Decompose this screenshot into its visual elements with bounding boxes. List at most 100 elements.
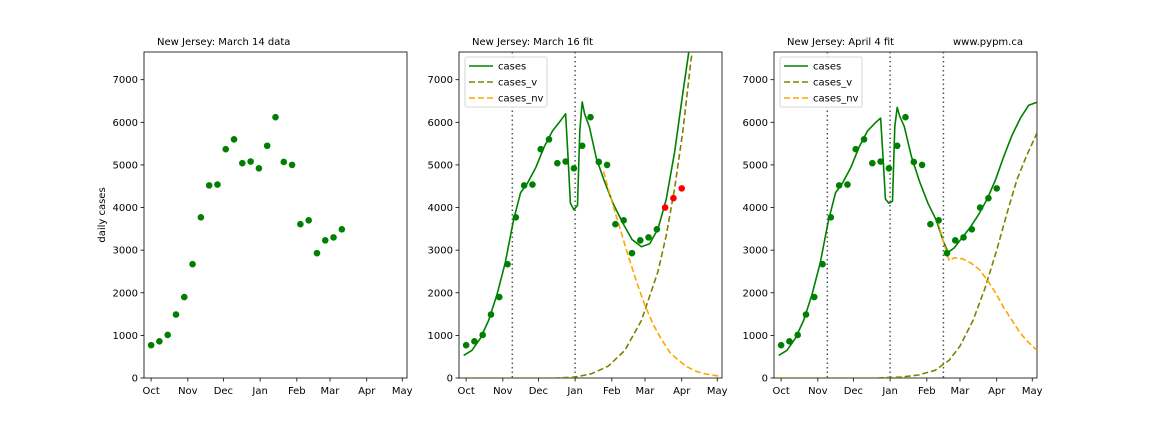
legend-label-cases: cases xyxy=(498,62,526,73)
data-point xyxy=(479,331,486,339)
data-point xyxy=(537,145,545,153)
data-point xyxy=(810,293,818,301)
y-tick-label: 3000 xyxy=(743,246,768,257)
x-tick-label: Oct xyxy=(142,386,159,397)
data-point xyxy=(985,194,992,202)
data-point xyxy=(263,142,271,150)
data-point xyxy=(471,338,478,345)
y-tick-label: 0 xyxy=(132,374,138,385)
x-tick-label: Feb xyxy=(288,386,306,397)
x-tick-label: Dec xyxy=(844,386,863,397)
data-point xyxy=(885,165,893,172)
data-point xyxy=(918,161,926,169)
x-tick-label: Mar xyxy=(321,386,341,397)
data-point xyxy=(976,204,984,211)
panel-march-16-fit: New Jersey: March 16 fit 0 1000 2000 3000 40… xyxy=(428,37,728,397)
legend-label-cases-v: cases_v xyxy=(813,78,852,89)
data-point xyxy=(570,165,578,172)
new-data-point xyxy=(678,185,686,192)
data-point xyxy=(852,145,860,153)
x-tick-label: Oct xyxy=(772,386,789,397)
axes-frame xyxy=(458,51,723,379)
data-point xyxy=(562,158,569,165)
new-data-point xyxy=(661,204,669,211)
data-point xyxy=(927,220,934,228)
x-tick-label: Mar xyxy=(951,386,971,397)
x-tick-label: Feb xyxy=(918,386,936,397)
data-point xyxy=(786,338,793,345)
series-line-cases-nv xyxy=(936,220,1037,351)
y-tick-label: 1000 xyxy=(428,331,453,342)
y-tick-label: 3000 xyxy=(428,246,453,257)
x-tick-label: May xyxy=(392,386,413,397)
y-tick-label: 6000 xyxy=(428,118,453,129)
data-point xyxy=(529,181,536,188)
data-point xyxy=(943,249,951,257)
data-point xyxy=(205,182,213,189)
panel-title: New Jersey: March 16 fit xyxy=(472,37,593,48)
data-point xyxy=(993,185,1001,192)
data-point xyxy=(893,142,901,150)
x-tick-label: Apr xyxy=(358,386,376,397)
data-point xyxy=(827,214,835,221)
y-tick-label: 7000 xyxy=(113,75,138,86)
data-point xyxy=(794,331,801,339)
y-tick-label: 5000 xyxy=(113,160,138,171)
axes-frame xyxy=(773,51,1038,379)
data-point xyxy=(180,293,188,301)
x-tick-label: Nov xyxy=(808,386,828,397)
y-tick-label: 7000 xyxy=(743,75,768,86)
data-point xyxy=(495,293,503,301)
data-point xyxy=(545,136,553,143)
data-point xyxy=(247,158,254,165)
y-axis-label: daily cases xyxy=(97,187,108,242)
data-point xyxy=(578,142,586,150)
axes-frame xyxy=(143,51,408,379)
y-tick-label: 1000 xyxy=(113,331,138,342)
data-point xyxy=(462,341,470,349)
data-point xyxy=(968,225,976,233)
y-tick-label: 2000 xyxy=(743,288,768,299)
data-point xyxy=(910,158,918,166)
data-point xyxy=(835,182,843,189)
data-point xyxy=(636,237,644,244)
data-point xyxy=(272,113,279,121)
x-tick-label: Nov xyxy=(493,386,513,397)
data-point xyxy=(330,234,337,241)
data-point xyxy=(777,341,785,349)
data-point xyxy=(280,158,288,166)
data-point xyxy=(487,311,495,318)
y-tick-label: 5000 xyxy=(428,160,453,171)
x-tick-label: Jan xyxy=(881,386,897,397)
x-tick-label: Jan xyxy=(566,386,582,397)
x-tick-label: Oct xyxy=(457,386,474,397)
data-point xyxy=(288,161,296,169)
data-point xyxy=(844,181,851,188)
y-tick-label: 2000 xyxy=(113,288,138,299)
data-point xyxy=(147,341,155,349)
data-point xyxy=(877,158,884,165)
new-data-point xyxy=(670,194,677,202)
legend-label-cases: cases xyxy=(813,62,841,73)
x-tick-label: Nov xyxy=(178,386,198,397)
x-tick-label: Apr xyxy=(673,386,691,397)
series-line-cases-v xyxy=(463,52,694,378)
source-url: www.pypm.ca xyxy=(953,37,1023,48)
data-point xyxy=(214,181,221,188)
y-tick-label: 3000 xyxy=(113,246,138,257)
y-tick-label: 7000 xyxy=(428,75,453,86)
plot-area xyxy=(777,52,1037,378)
data-point xyxy=(520,182,528,189)
y-tick-label: 4000 xyxy=(743,203,768,214)
y-tick-label: 6000 xyxy=(743,118,768,129)
y-tick-label: 4000 xyxy=(428,203,453,214)
panel-title: New Jersey: March 14 data xyxy=(157,37,290,48)
y-tick-label: 5000 xyxy=(743,160,768,171)
data-point xyxy=(960,234,967,241)
y-tick-label: 6000 xyxy=(113,118,138,129)
data-point xyxy=(653,225,661,233)
data-point xyxy=(512,214,520,221)
y-tick-label: 4000 xyxy=(113,203,138,214)
x-tick-label: May xyxy=(707,386,728,397)
data-point xyxy=(255,165,263,172)
